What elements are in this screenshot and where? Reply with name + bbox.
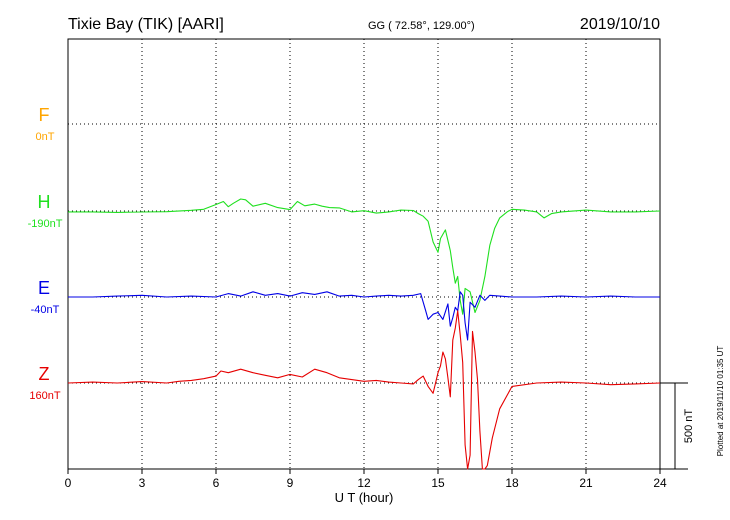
station-title: Tixie Bay (TIK) [AARI]	[68, 16, 224, 33]
plotted-at-note: Plotted at 2019/11/10 01:35 UT	[716, 346, 725, 457]
series-labels: F 0nT H -190nT E -40nT Z 160nT	[28, 105, 63, 402]
series-name-e: E	[38, 278, 50, 298]
x-axis-label: U T (hour)	[335, 490, 394, 505]
scale-bar: 500 nT	[660, 382, 695, 470]
grid	[141, 39, 587, 469]
series-name-z: Z	[39, 364, 50, 384]
series-name-f: F	[39, 105, 50, 125]
series-baseline-e: -40nT	[31, 304, 60, 316]
series-line-h	[68, 198, 661, 315]
x-axis: 0 3 6 9 12 15 18 21 24	[65, 469, 667, 490]
scale-bar-label: 500 nT	[683, 409, 695, 444]
x-tick-label-15: 15	[431, 476, 445, 490]
x-tick-label-18: 18	[505, 476, 519, 490]
x-tick-label-0: 0	[65, 476, 72, 490]
x-tick-label-12: 12	[357, 476, 371, 490]
x-tick-label-9: 9	[287, 476, 294, 490]
series-name-h: H	[38, 192, 51, 212]
series-line-e	[68, 291, 660, 341]
plot-date: 2019/10/10	[580, 16, 660, 33]
series-baseline-h: -190nT	[28, 218, 63, 230]
station-coords: GG ( 72.58°, 129.00°)	[368, 20, 475, 32]
series-baseline-f: 0nT	[36, 131, 55, 143]
x-tick-label-24: 24	[653, 476, 667, 490]
baselines	[68, 123, 660, 384]
series-baseline-z: 160nT	[29, 390, 60, 402]
series-traces	[67, 198, 661, 470]
x-tick-label-6: 6	[213, 476, 220, 490]
x-tick-label-3: 3	[139, 476, 146, 490]
x-tick-label-21: 21	[579, 476, 593, 490]
series-line-z	[67, 310, 661, 470]
